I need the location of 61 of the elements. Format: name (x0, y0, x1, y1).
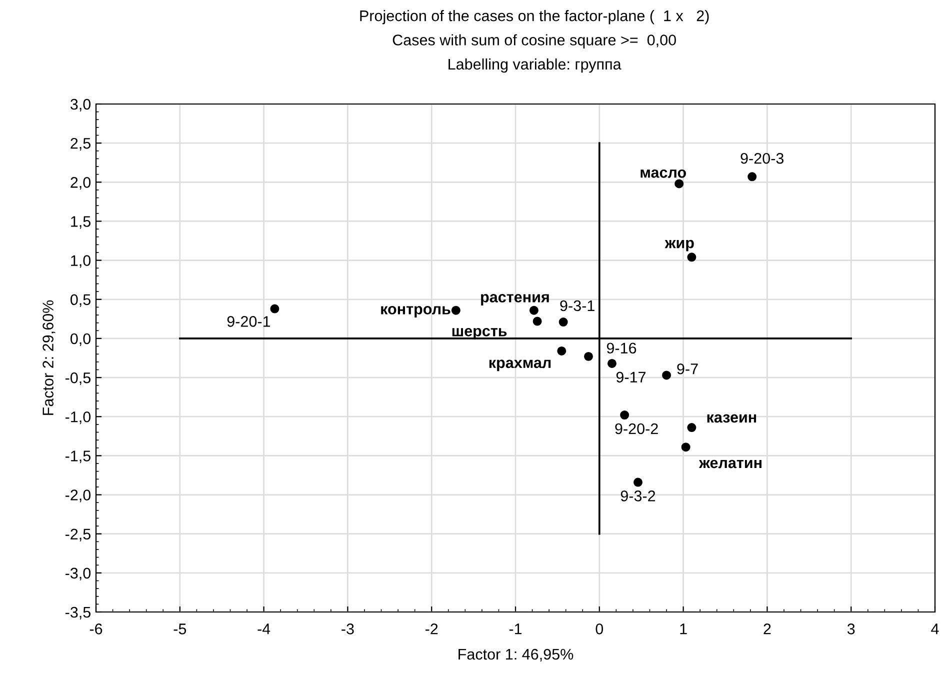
point (584, 352, 593, 361)
y-tick-label: -2,5 (65, 528, 90, 542)
data-label: жир (664, 240, 694, 252)
data-label: масло (640, 169, 686, 178)
y-tick-label: -2,0 (65, 490, 91, 502)
x-tick-label: 0 (596, 624, 604, 634)
data-label: 9-7 (677, 363, 698, 374)
data-label: растения (481, 294, 549, 306)
y-tick-label: 2,5 (70, 138, 90, 151)
x-axis-title: Factor 1: 46,95% (458, 648, 574, 662)
y-tick-label: 0,5 (70, 294, 90, 307)
point (532, 316, 542, 326)
data-label: 9-20-2 (615, 423, 658, 434)
point (620, 410, 630, 420)
chart-subtitle: Cases with sum of cosine square >= 0,00 Labelling variable: группа (392, 34, 676, 73)
point (748, 172, 757, 182)
x-tick-label: 3 (847, 624, 855, 634)
x-tick-label: -2 (425, 624, 438, 634)
y-tick-label: 1,5 (71, 216, 90, 229)
data-label: 9-20-3 (740, 152, 784, 164)
x-tick-label: -1 (509, 624, 522, 634)
data-label: 9-3-1 (560, 300, 594, 312)
y-tick-label: 0,0 (70, 333, 91, 346)
x-tick-label: 4 (931, 624, 939, 634)
point (687, 423, 696, 432)
data-label: контроль (381, 306, 450, 318)
point (674, 179, 684, 188)
x-tick-label: -6 (90, 624, 102, 634)
point (681, 442, 690, 452)
point (451, 306, 460, 315)
chart-title: Projection of the cases on the factor-plane ( 1 x 2) (360, 10, 709, 24)
point (270, 304, 280, 314)
y-axis-title: Factor 2: 29,60% (42, 300, 56, 415)
point (633, 478, 642, 487)
y-tick-label: -1,0 (65, 411, 91, 424)
point (687, 252, 696, 262)
y-tick-label: 1,0 (71, 255, 91, 268)
point (607, 358, 616, 368)
data-label: шерсть (452, 328, 507, 340)
data-label: 9-3-2 (620, 490, 656, 502)
y-tick-label: -1,5 (65, 450, 90, 464)
point (557, 346, 566, 356)
y-tick-label: 3,0 (70, 98, 91, 112)
data-label: крахмал (489, 360, 551, 372)
x-tick-label: -4 (258, 624, 270, 634)
y-tick-label: -0,5 (65, 372, 90, 386)
data-label: желатин (698, 460, 762, 468)
point (662, 370, 672, 380)
point (558, 318, 568, 327)
data-label: казеин (707, 414, 756, 423)
y-tick-label: -3,0 (65, 568, 91, 580)
x-tick-label: -3 (342, 624, 354, 634)
data-label: 9-16 (606, 342, 636, 354)
data-label: 9-17 (616, 372, 646, 383)
y-tick-label: 2,0 (70, 177, 91, 190)
x-tick-label: 1 (680, 624, 687, 634)
x-tick-label: 2 (764, 624, 771, 634)
x-tick-label: -5 (174, 624, 186, 634)
point (529, 306, 538, 315)
y-tick-label: -3,5 (65, 606, 90, 620)
data-label: 9-20-1 (227, 316, 270, 327)
